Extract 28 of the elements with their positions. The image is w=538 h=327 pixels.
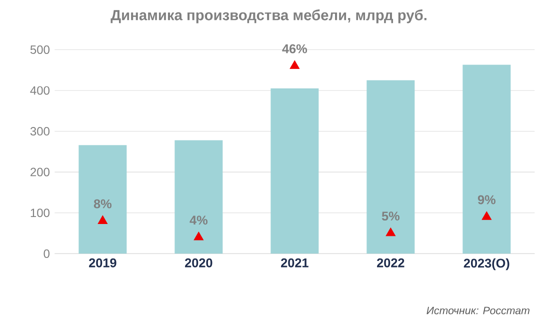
x-tick-label: 2022	[377, 258, 404, 268]
x-tick-label: 2020	[185, 258, 212, 268]
point	[482, 211, 492, 220]
bar	[462, 64, 511, 254]
bar	[366, 80, 415, 254]
point	[386, 228, 396, 236]
data-label: 46%	[282, 44, 308, 54]
y-tick-label: 100	[30, 208, 50, 218]
x-tick-label: 2021	[281, 258, 308, 268]
bar	[270, 88, 319, 254]
data-label: 4%	[190, 216, 208, 225]
chart-title: Динамика производства мебели, млрд руб.	[110, 9, 426, 24]
text: Источник: Росстат	[426, 306, 530, 314]
y-tick-label: 200	[30, 168, 50, 176]
point	[290, 60, 300, 69]
data-label: 8%	[94, 199, 112, 208]
y-tick-label: 300	[30, 127, 50, 136]
bar	[174, 140, 223, 254]
data-label: 5%	[382, 212, 400, 221]
y-tick-label: 0	[44, 249, 50, 258]
x-tick-label: 2023(О)	[464, 258, 510, 270]
data-label: 9%	[478, 195, 496, 204]
y-tick-label: 500	[30, 45, 50, 54]
point	[98, 215, 108, 224]
y-tick-label: 400	[30, 86, 50, 95]
point	[194, 232, 204, 240]
bar	[78, 145, 127, 254]
x-tick-label: 2019	[89, 258, 116, 268]
